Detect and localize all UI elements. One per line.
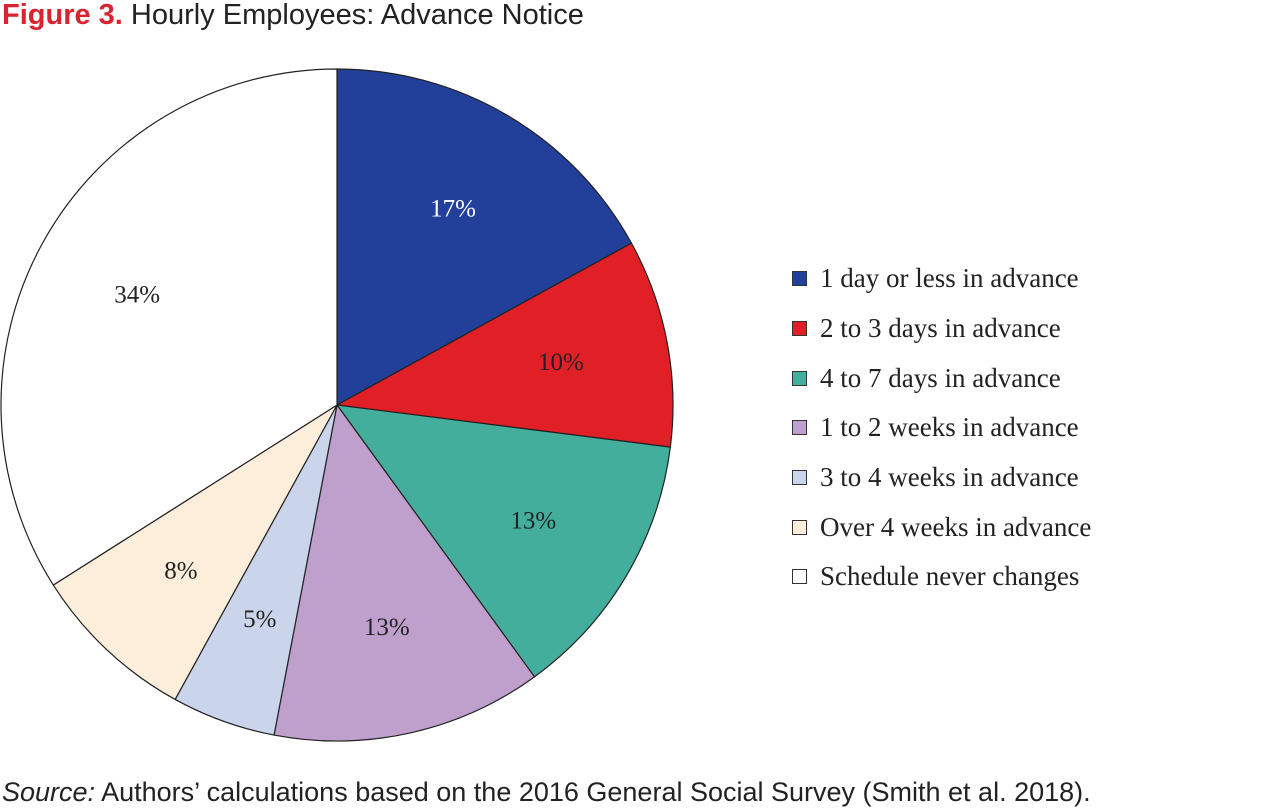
pie-chart: 17% 10% 13% 13% 5% 8% 34% xyxy=(0,68,674,742)
legend-item-2: 4 to 7 days in advance xyxy=(792,353,1091,403)
legend-swatch-1 xyxy=(792,321,807,337)
pie-slice-label-4: 5% xyxy=(243,606,276,633)
legend-item-5: Over 4 weeks in advance xyxy=(792,502,1091,552)
legend-swatch-0 xyxy=(792,271,807,287)
legend-item-6: Schedule never changes xyxy=(792,552,1091,602)
legend-label-6: Schedule never changes xyxy=(820,561,1080,592)
legend-label-0: 1 day or less in advance xyxy=(820,263,1079,294)
pie-slice-5 xyxy=(52,404,338,701)
legend-label-1: 2 to 3 days in advance xyxy=(820,313,1061,344)
legend-item-0: 1 day or less in advance xyxy=(792,254,1091,304)
legend-swatch-2 xyxy=(792,370,807,386)
pie-slice-3 xyxy=(273,403,536,742)
pie-slices xyxy=(0,68,674,742)
source-note: Source: Authors’ calculations based on t… xyxy=(2,776,1091,808)
pie-slice-label-3: 13% xyxy=(364,614,410,641)
pie-slice-6 xyxy=(0,68,338,586)
pie-slice-label-6: 34% xyxy=(114,282,160,309)
pie-slice-label-2: 13% xyxy=(510,508,556,535)
legend-label-2: 4 to 7 days in advance xyxy=(820,362,1061,393)
legend-item-3: 1 to 2 weeks in advance xyxy=(792,403,1091,453)
legend-swatch-6 xyxy=(792,569,807,585)
legend-swatch-3 xyxy=(792,420,807,436)
pie-slice-label-5: 8% xyxy=(164,558,197,585)
pie-slice-1 xyxy=(335,242,674,448)
legend-item-1: 2 to 3 days in advance xyxy=(792,304,1091,354)
pie-slice-label-0: 17% xyxy=(430,195,476,222)
legend-swatch-5 xyxy=(792,519,807,535)
figure-number: Figure 3. xyxy=(2,0,123,31)
figure-title-text: Hourly Employees: Advance Notice xyxy=(130,0,584,31)
chart-legend: 1 day or less in advance 2 to 3 days in a… xyxy=(792,254,1091,602)
pie-slice-0 xyxy=(336,68,633,407)
legend-label-5: Over 4 weeks in advance xyxy=(820,511,1092,542)
legend-swatch-4 xyxy=(792,470,807,486)
pie-slice-2 xyxy=(335,404,672,678)
figure-title: Figure 3. Hourly Employees: Advance Noti… xyxy=(2,0,584,30)
legend-label-3: 1 to 2 weeks in advance xyxy=(820,412,1079,443)
source-text: Authors’ calculations based on the 2016 … xyxy=(95,777,1091,807)
legend-label-4: 3 to 4 weeks in advance xyxy=(820,462,1079,493)
source-label: Source: xyxy=(2,777,96,807)
pie-slice-labels: 17% 10% 13% 13% 5% 8% 34% xyxy=(114,195,584,641)
pie-slice-label-1: 10% xyxy=(538,349,584,376)
legend-item-4: 3 to 4 weeks in advance xyxy=(792,453,1091,503)
